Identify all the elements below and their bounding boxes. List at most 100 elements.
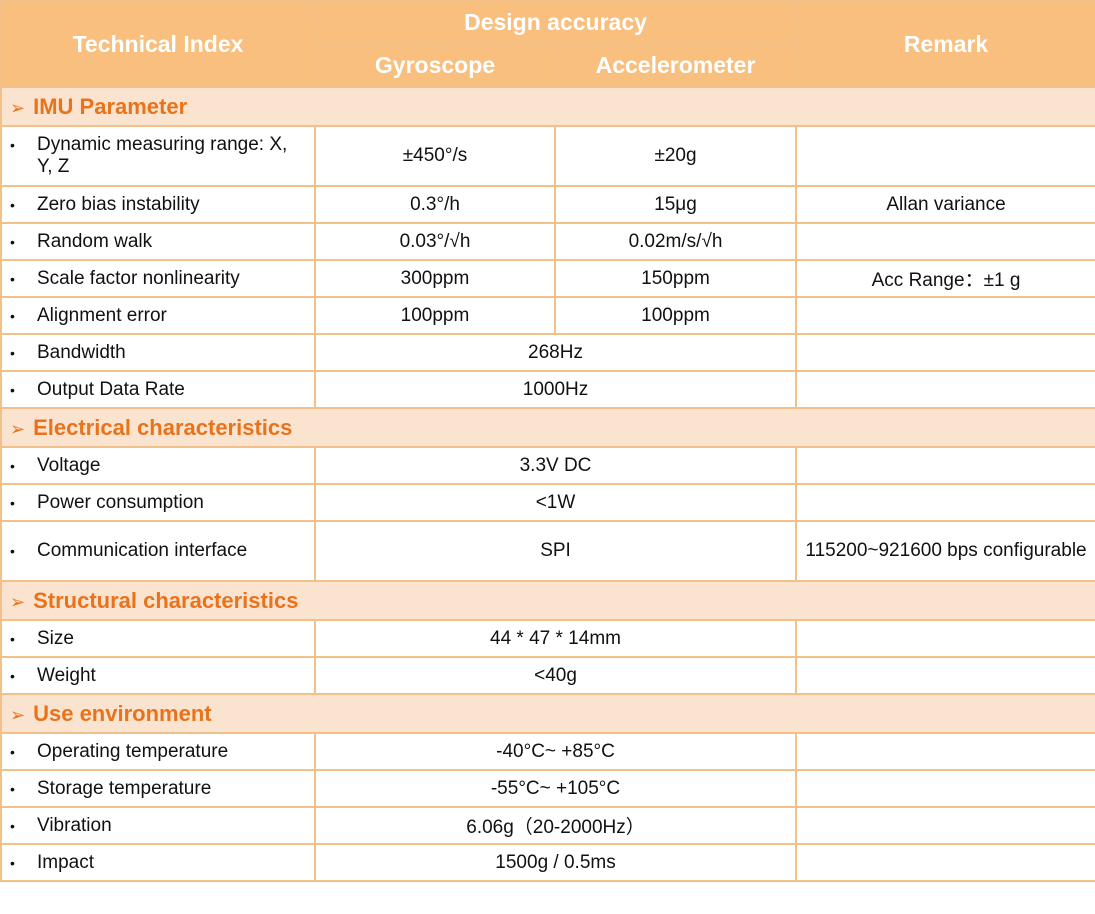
table-row: • Vibration 6.06g（20-2000Hz） [0, 806, 1095, 845]
parameter-name: Power consumption [37, 491, 204, 513]
remark-cell: Allan variance [795, 185, 1095, 224]
arrow-icon: ➢ [10, 97, 26, 118]
parameter-name: Bandwidth [37, 341, 126, 363]
section-title: IMU Parameter [33, 93, 188, 119]
remark-cell [795, 656, 1095, 695]
bullet-icon: • [10, 196, 15, 213]
remark-cell [795, 483, 1095, 522]
bullet-icon: • [10, 630, 15, 647]
value-cell: <1W [313, 483, 798, 522]
remark-cell [795, 125, 1095, 187]
parameter-name: Voltage [37, 454, 101, 476]
section-imu: ➢ IMU Parameter [0, 86, 1095, 127]
parameter-name: Output Data Rate [37, 378, 185, 400]
section-electrical: ➢ Electrical characteristics [0, 407, 1095, 448]
accelerometer-header: Accelerometer [553, 43, 798, 88]
parameter-name: Communication interface [37, 540, 248, 561]
bullet-icon: • [10, 543, 15, 559]
value-cell: SPI [313, 520, 798, 582]
value-cell: 1000Hz [313, 370, 798, 409]
table-row: • Bandwidth 268Hz [0, 333, 1095, 372]
table-row: • Impact 1500g / 0.5ms [0, 843, 1095, 882]
arrow-icon: ➢ [10, 704, 26, 725]
value-cell: 3.3V DC [313, 446, 798, 485]
remark-cell [795, 732, 1095, 771]
bullet-icon: • [10, 743, 15, 760]
remark-cell [795, 619, 1095, 658]
bullet-icon: • [10, 307, 15, 324]
value-cell: 1500g / 0.5ms [313, 843, 798, 882]
bullet-icon: • [10, 494, 15, 511]
bullet-icon: • [10, 344, 15, 361]
bullet-icon: • [10, 381, 15, 398]
table-row: • Scale factor nonlinearity 300ppm 150ppm… [0, 259, 1095, 298]
gyro-value: ±450°/s [314, 125, 556, 187]
parameter-name: Dynamic measuring range: X, Y, Z [37, 134, 288, 177]
bullet-icon: • [10, 817, 15, 834]
value-cell: 6.06g（20-2000Hz） [313, 806, 798, 845]
bullet-icon: • [10, 270, 15, 287]
remark-cell [795, 806, 1095, 845]
gyro-value: 300ppm [314, 259, 556, 298]
value-cell: -40°C~ +85°C [313, 732, 798, 771]
value-cell: -55°C~ +105°C [313, 769, 798, 808]
bullet-icon: • [10, 667, 15, 684]
remark-header: Remark [795, 0, 1095, 88]
arrow-icon: ➢ [10, 418, 26, 439]
parameter-name: Scale factor nonlinearity [37, 267, 240, 289]
arrow-icon: ➢ [10, 591, 26, 612]
subheader-row: Gyroscope Accelerometer [1, 43, 1095, 88]
technical-index-header: Technical Index [0, 0, 316, 88]
table-row: • Dynamic measuring range: X, Y, Z ±450°/… [0, 125, 1095, 187]
section-structural: ➢ Structural characteristics [0, 580, 1095, 621]
table-row: • Size 44 * 47 * 14mm [0, 619, 1095, 658]
design-accuracy-header: Design accuracy [313, 0, 798, 45]
header-row: Technical Index Design accuracy Remark [0, 0, 1095, 88]
parameter-name: Operating temperature [37, 740, 229, 762]
remark-cell [795, 843, 1095, 882]
parameter-name: Storage temperature [37, 777, 212, 799]
parameter-name: Weight [37, 664, 96, 686]
remark-cell [795, 446, 1095, 485]
acc-value: 150ppm [553, 259, 798, 298]
table-row: • Communication interface SPI 115200~9216… [0, 520, 1095, 582]
acc-value: ±20g [553, 125, 798, 187]
table-row: • Alignment error 100ppm 100ppm [0, 296, 1095, 335]
table-row: • Operating temperature -40°C~ +85°C [0, 732, 1095, 771]
table-row: • Storage temperature -55°C~ +105°C [0, 769, 1095, 808]
spec-table: Technical Index Design accuracy Remark G… [0, 0, 1095, 882]
value-cell: <40g [313, 656, 798, 695]
section-title: Use environment [33, 700, 212, 726]
table-row: • Power consumption <1W [0, 483, 1095, 522]
gyro-value: 0.03°/√h [314, 222, 556, 261]
table-row: • Voltage 3.3V DC [0, 446, 1095, 485]
table-row: • Zero bias instability 0.3°/h 15μg Allan… [0, 185, 1095, 224]
gyroscope-header: Gyroscope [314, 43, 556, 88]
table-row: • Output Data Rate 1000Hz [0, 370, 1095, 409]
section-environment: ➢ Use environment [0, 693, 1095, 734]
value-cell: 268Hz [313, 333, 798, 372]
remark-cell [795, 370, 1095, 409]
acc-value: 100ppm [553, 296, 798, 335]
gyro-value: 0.3°/h [314, 185, 556, 224]
remark-cell [795, 769, 1095, 808]
section-title: Electrical characteristics [33, 414, 293, 440]
parameter-name: Alignment error [37, 304, 167, 326]
bullet-icon: • [10, 457, 15, 474]
section-title: Structural characteristics [33, 587, 299, 613]
parameter-name: Size [37, 627, 74, 649]
gyro-value: 100ppm [314, 296, 556, 335]
bullet-icon: • [10, 137, 15, 153]
table-row: • Weight <40g [0, 656, 1095, 695]
bullet-icon: • [10, 854, 15, 871]
bullet-icon: • [10, 233, 15, 250]
remark-cell [795, 296, 1095, 335]
remark-cell [795, 222, 1095, 261]
parameter-name: Vibration [37, 814, 112, 836]
remark-cell [795, 333, 1095, 372]
remark-cell: Acc Range：±1 g [795, 259, 1095, 298]
value-cell: 44 * 47 * 14mm [313, 619, 798, 658]
parameter-name: Zero bias instability [37, 193, 200, 215]
remark-cell: 115200~921600 bps configurable [795, 520, 1095, 582]
parameter-name: Impact [37, 851, 95, 873]
